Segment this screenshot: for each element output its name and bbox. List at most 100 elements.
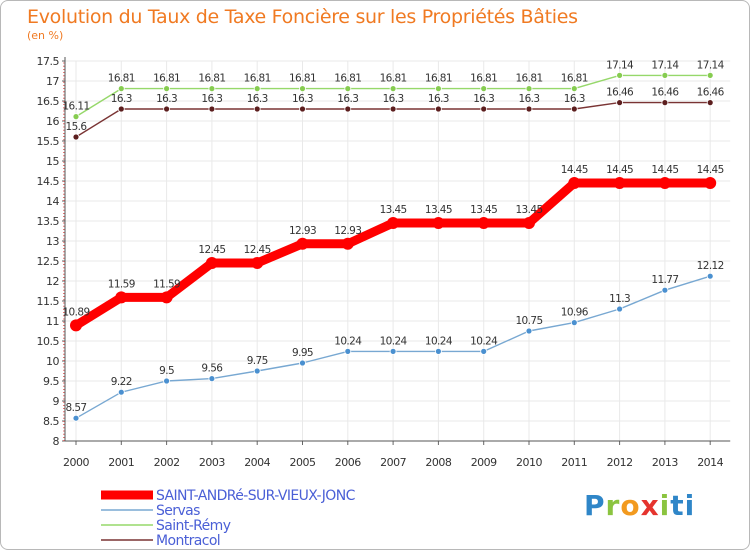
- data-label: 9.56: [201, 363, 223, 375]
- data-label: 9.75: [247, 355, 268, 367]
- proxiti-logo: Proxiti: [584, 489, 695, 522]
- data-label: 16.3: [201, 93, 222, 105]
- y-tick-label: 14.5: [37, 175, 60, 188]
- data-point: [434, 85, 442, 92]
- y-tick-label: 16: [46, 115, 59, 128]
- data-label: 16.81: [198, 73, 225, 85]
- data-point: [706, 72, 714, 79]
- data-point: [658, 177, 671, 189]
- data-label: 16.3: [111, 93, 132, 105]
- data-point: [163, 377, 171, 385]
- data-point: [72, 414, 80, 422]
- data-label: 11.59: [108, 278, 135, 290]
- data-label: 16.46: [697, 87, 725, 99]
- y-tick-label: 10: [46, 355, 59, 368]
- data-label: 16.3: [473, 93, 494, 105]
- data-label: 14.45: [606, 164, 633, 176]
- data-label: 16.11: [62, 101, 89, 113]
- data-label: 14.45: [561, 164, 588, 176]
- data-label: 12.45: [244, 244, 271, 256]
- logo-letter: o: [620, 489, 641, 522]
- y-tick-label: 12.5: [37, 255, 60, 268]
- data-label: 10.24: [470, 335, 498, 347]
- data-label: 11.3: [609, 293, 630, 305]
- data-label: 16.3: [564, 93, 585, 105]
- data-point: [661, 99, 669, 106]
- data-label: 10.89: [62, 306, 89, 318]
- data-point: [525, 327, 533, 335]
- data-point: [525, 85, 533, 92]
- data-point: [613, 177, 626, 189]
- data-point: [344, 347, 352, 355]
- data-label: 9.5: [159, 365, 174, 377]
- data-label: 12.12: [697, 260, 724, 272]
- y-tick-label: 11.5: [37, 295, 60, 308]
- data-label: 16.46: [606, 87, 634, 99]
- legend-label: Servas: [156, 503, 200, 519]
- y-tick-label: 15: [46, 155, 59, 168]
- data-point: [299, 105, 306, 113]
- data-label: 15.6: [66, 121, 88, 133]
- data-point: [389, 347, 397, 355]
- data-label: 14.45: [697, 164, 724, 176]
- data-point: [434, 105, 442, 113]
- data-label: 10.96: [561, 307, 589, 319]
- x-tick-label: 2012: [607, 456, 633, 469]
- data-label: 10.24: [380, 335, 408, 347]
- data-label: 13.45: [380, 204, 407, 216]
- data-point: [616, 305, 623, 313]
- data-label: 16.3: [247, 93, 268, 105]
- y-tick-label: 11: [46, 315, 59, 328]
- data-label: 16.81: [470, 73, 497, 85]
- data-label: 17.14: [651, 59, 679, 71]
- x-tick-label: 2003: [199, 456, 225, 469]
- data-label: 16.81: [425, 73, 452, 85]
- x-tick-label: 2001: [108, 456, 134, 469]
- x-tick-label: 2002: [154, 456, 180, 469]
- data-point: [389, 85, 397, 92]
- logo-letter: i: [659, 489, 671, 522]
- data-point: [117, 105, 125, 113]
- data-point: [296, 237, 309, 250]
- x-tick-label: 2014: [697, 456, 723, 469]
- data-point: [117, 85, 125, 92]
- data-label: 11.77: [651, 274, 678, 286]
- x-tick-label: 2010: [516, 456, 542, 469]
- data-point: [480, 105, 488, 113]
- x-tick-label: 2007: [380, 456, 406, 469]
- y-tick-label: 14: [46, 195, 59, 208]
- data-point: [480, 85, 488, 92]
- data-label: 11.59: [153, 278, 180, 290]
- y-tick-label: 8.5: [43, 415, 59, 428]
- data-point: [434, 347, 442, 355]
- logo-letter: x: [640, 489, 660, 522]
- x-tick-label: 2005: [290, 456, 316, 469]
- x-tick-label: 2006: [335, 456, 361, 469]
- data-point: [389, 105, 397, 113]
- y-tick-label: 16.5: [37, 95, 60, 108]
- y-tick-label: 9: [53, 395, 60, 408]
- data-label: 10.24: [334, 335, 362, 347]
- y-tick-label: 10.5: [37, 335, 60, 348]
- data-point: [72, 133, 80, 141]
- data-point: [115, 291, 128, 304]
- chart-title: Evolution du Taux de Taxe Foncière sur l…: [27, 6, 578, 28]
- data-point: [253, 105, 261, 113]
- data-label: 16.81: [289, 73, 316, 85]
- x-tick-label: 2011: [561, 456, 587, 469]
- y-tick-label: 13.5: [37, 215, 60, 228]
- data-point: [72, 113, 80, 120]
- x-tick-label: 2000: [63, 456, 89, 469]
- legend-label: Montracol: [156, 533, 220, 549]
- data-label: 12.45: [198, 244, 225, 256]
- data-label: 12.93: [289, 225, 316, 237]
- data-point: [525, 105, 533, 113]
- y-axis-unit-label: (en %): [27, 29, 64, 42]
- legend-label: Saint-Rémy: [156, 518, 231, 534]
- data-point: [117, 388, 125, 396]
- data-point: [616, 72, 623, 79]
- data-label: 13.45: [470, 204, 497, 216]
- data-label: 16.81: [334, 73, 361, 85]
- x-tick-label: 2009: [471, 456, 497, 469]
- data-label: 13.45: [515, 204, 542, 216]
